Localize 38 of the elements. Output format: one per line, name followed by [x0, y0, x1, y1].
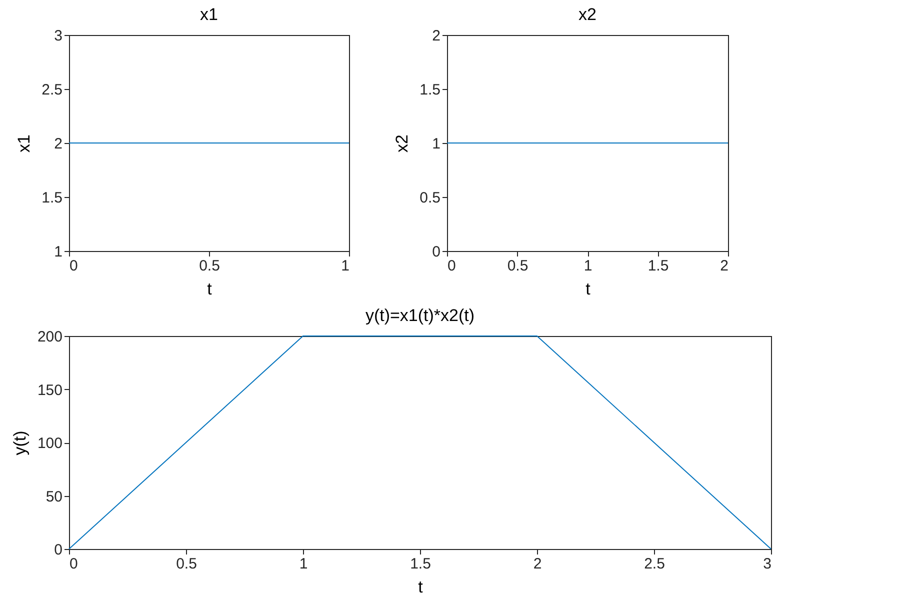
- chart-title: x1: [200, 5, 218, 24]
- y-tick-label: 50: [46, 488, 62, 506]
- x-tick-label: 1: [299, 556, 308, 572]
- x-tick-label: 3: [763, 556, 772, 572]
- y-tick-label: 200: [37, 328, 62, 346]
- x-tick-label: 1: [341, 258, 350, 274]
- y-tick-label: 1.5: [420, 82, 440, 98]
- x-tick-label: 0: [70, 258, 78, 274]
- y-axis-title: x1: [14, 134, 34, 152]
- y-tick-label: 0: [432, 244, 440, 260]
- x-tick-label: 2: [720, 258, 728, 274]
- x-tick-label: 1.5: [648, 258, 669, 274]
- y-tick-label: 3: [54, 28, 62, 44]
- x-axis-title: t: [207, 280, 212, 298]
- y-tick-label: 1: [432, 136, 440, 152]
- y-tick-label: 100: [37, 435, 62, 452]
- x-axis-title: t: [586, 280, 591, 298]
- y-tick-label: 0.5: [420, 190, 440, 206]
- x-tick-label: 0.5: [176, 556, 197, 572]
- x-tick-label: 0.5: [199, 258, 220, 274]
- x-tick-label: 0: [448, 258, 456, 274]
- x-tick-label: 2: [533, 556, 542, 572]
- x-axis-title: t: [418, 578, 424, 596]
- y-tick-label: 0: [54, 542, 62, 558]
- chart-title: x2: [578, 5, 596, 24]
- y-tick-label: 2.5: [42, 82, 62, 98]
- y-tick-label: 1.5: [42, 190, 62, 206]
- y-axis-title: y(t): [10, 430, 30, 456]
- x-tick-label: 0.5: [507, 258, 528, 274]
- x-tick-label: 1: [584, 258, 592, 274]
- y-tick-label: 1: [54, 244, 62, 260]
- y-axis-title: x2: [392, 134, 412, 152]
- x-tick-label: 2.5: [644, 556, 665, 572]
- y-tick-label: 2: [432, 28, 440, 44]
- x-tick-label: 0: [70, 556, 78, 572]
- y-tick-label: 2: [54, 136, 62, 152]
- y-tick-label: 150: [37, 382, 62, 399]
- chart-title: y(t)=x1(t)*x2(t): [365, 306, 475, 325]
